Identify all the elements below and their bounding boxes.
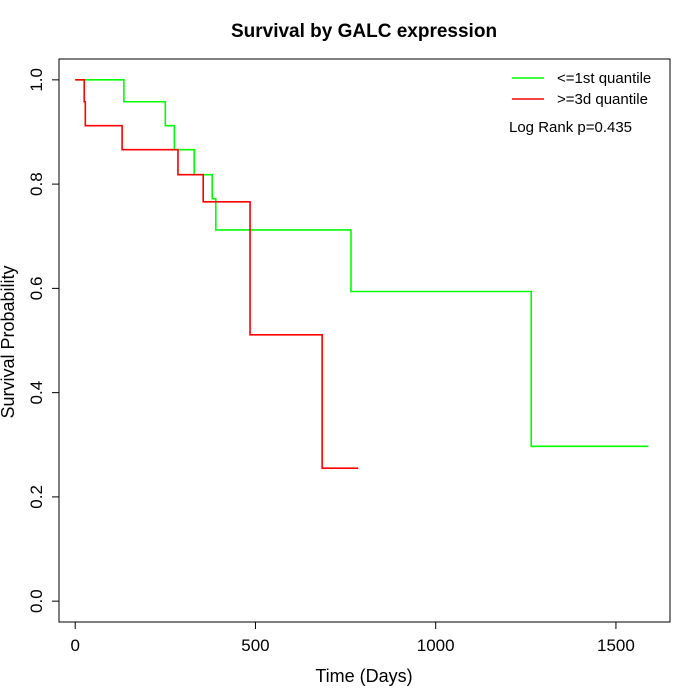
y-axis-label: Survival Probability xyxy=(0,265,18,418)
y-tick-label: 0.8 xyxy=(27,172,46,196)
x-tick-label: 0 xyxy=(70,636,79,655)
series-layer xyxy=(75,79,649,470)
x-axis-label: Time (Days) xyxy=(315,666,412,686)
y-tick-label: 0.2 xyxy=(27,485,46,509)
series-line-1 xyxy=(75,79,359,470)
y-tick-label: 0.0 xyxy=(27,589,46,613)
y-tick-label: 1.0 xyxy=(27,68,46,92)
chart-title: Survival by GALC expression xyxy=(231,21,497,42)
legend: <=1st quantile >=3d quantile xyxy=(512,70,651,108)
x-tick-label: 500 xyxy=(241,636,269,655)
plot-frame xyxy=(58,58,671,623)
legend-label-1: >=3d quantile xyxy=(557,91,648,108)
x-axis: 0 500 1000 1500 xyxy=(70,622,635,655)
y-tick-label: 0.4 xyxy=(27,381,46,405)
x-tick-label: 1500 xyxy=(597,636,635,655)
log-rank-annotation: Log Rank p=0.435 xyxy=(509,119,632,136)
legend-label-0: <=1st quantile xyxy=(557,70,651,87)
y-axis: 0.0 0.2 0.4 0.6 0.8 1.0 xyxy=(27,68,59,613)
x-tick-label: 1000 xyxy=(417,636,455,655)
y-tick-label: 0.6 xyxy=(27,277,46,301)
